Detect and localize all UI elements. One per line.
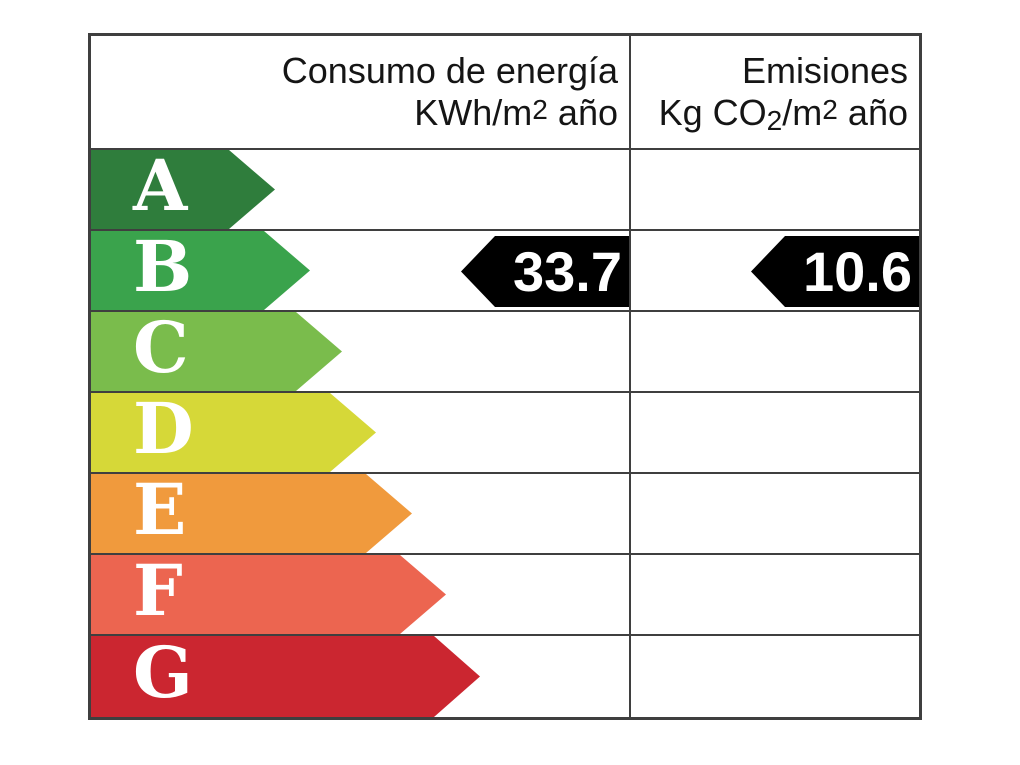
consumption-header: Consumo de energía KWh/m2 año [91,36,631,148]
consumption-value-arrow: 33.7 [461,236,629,307]
consumption-cell-b: B 33.7 [91,231,631,310]
rating-letter-c: C [133,312,189,389]
rating-row-b: B 33.7 10.6 [91,231,919,312]
emissions-cell-c [631,312,919,391]
emissions-header-title: Emisiones [741,49,908,91]
consumption-cell-d: D [91,393,631,472]
rating-row-g: G [91,636,919,717]
consumption-cell-e: E [91,474,631,553]
consumption-cell-c: C [91,312,631,391]
rating-bar-c: C [91,312,342,391]
rating-row-d: D [91,393,919,474]
subscript-2: 2 [766,105,783,137]
rating-bar-g: G [91,636,480,717]
rating-bar-e: E [91,474,412,553]
rating-bar-f: F [91,555,446,634]
rating-row-a: A [91,150,919,231]
rating-bar-a: A [91,150,275,229]
emissions-cell-e [631,474,919,553]
consumption-value: 33.7 [513,239,622,303]
rating-letter-e: E [133,474,187,551]
rating-table: Consumo de energía KWh/m2 año Emisiones … [88,33,922,720]
emissions-value: 10.6 [803,239,912,303]
consumption-cell-a: A [91,150,631,229]
emissions-value-arrow: 10.6 [751,236,919,307]
rating-letter-b: B [133,231,193,308]
table-header: Consumo de energía KWh/m2 año Emisiones … [91,36,919,150]
emissions-header-units: Kg CO2/m2 año [658,92,908,137]
rating-bar-b: B [91,231,310,310]
rating-row-f: F [91,555,919,636]
superscript-2: 2 [822,93,838,125]
emissions-cell-f [631,555,919,634]
emissions-header: Emisiones Kg CO2/m2 año [631,36,919,148]
rating-letter-g: G [133,636,193,714]
consumption-header-title: Consumo de energía [281,49,618,91]
emissions-cell-b: 10.6 [631,231,919,310]
rating-row-e: E [91,474,919,555]
rating-letter-f: F [133,555,183,632]
consumption-header-units: KWh/m2 año [414,92,618,133]
superscript-2: 2 [532,93,548,125]
rating-bar-d: D [91,393,376,472]
consumption-cell-f: F [91,555,631,634]
emissions-cell-a [631,150,919,229]
rating-letter-a: A [133,150,188,227]
rating-letter-d: D [133,393,194,470]
emissions-cell-g [631,636,919,717]
consumption-cell-g: G [91,636,631,717]
rating-row-c: C [91,312,919,393]
emissions-cell-d [631,393,919,472]
